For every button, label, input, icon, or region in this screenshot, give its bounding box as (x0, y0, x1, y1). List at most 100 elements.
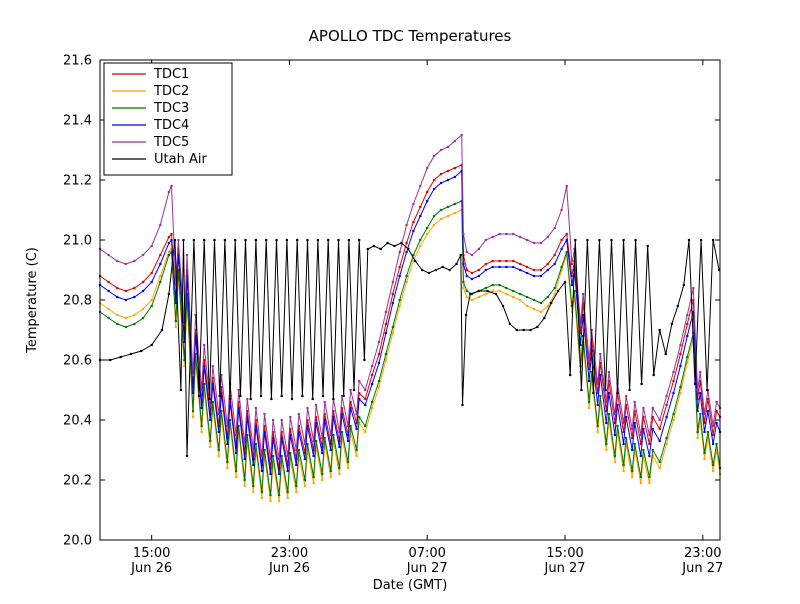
series-marker-tdc4 (133, 295, 136, 299)
series-marker-tdc3 (679, 385, 682, 389)
series-marker-tdc2 (665, 442, 668, 446)
series-marker-tdc4 (260, 469, 263, 473)
series-marker-tdc2 (419, 244, 422, 248)
series-marker-tdc3 (706, 430, 709, 434)
series-marker-tdc4 (323, 418, 326, 422)
series-marker-tdc5 (665, 394, 668, 398)
series-marker-tdc1 (453, 166, 456, 170)
series-marker-tdc2 (200, 430, 203, 434)
series-marker-tdc4 (321, 451, 324, 455)
series-marker-utah-air (664, 352, 667, 356)
series-marker-tdc3 (185, 292, 189, 296)
series-marker-tdc3 (237, 424, 240, 428)
series-marker-tdc2 (498, 289, 501, 293)
series-marker-tdc2 (622, 469, 625, 473)
series-marker-utah-air (337, 238, 340, 242)
series-marker-tdc3 (203, 382, 206, 386)
series-marker-tdc4 (226, 442, 229, 446)
series-marker-tdc4 (217, 430, 220, 434)
series-marker-tdc5 (433, 154, 436, 158)
series-marker-tdc3 (340, 430, 344, 434)
series-marker-utah-air (109, 358, 112, 362)
series-marker-tdc4 (194, 334, 197, 338)
series-marker-tdc4 (315, 421, 318, 425)
series-marker-tdc5 (174, 283, 177, 287)
series-marker-tdc4 (692, 310, 695, 314)
series-marker-tdc3 (648, 475, 651, 479)
series-marker-tdc1 (116, 286, 119, 290)
series-marker-tdc4 (286, 469, 289, 473)
series-marker-tdc5 (226, 424, 229, 428)
series-marker-tdc1 (686, 322, 689, 326)
series-marker-tdc3 (491, 283, 494, 287)
series-marker-tdc5 (703, 412, 706, 416)
series-marker-tdc2 (505, 292, 508, 296)
series-marker-utah-air (486, 289, 489, 293)
series-marker-tdc4 (651, 427, 654, 431)
series-marker-utah-air (179, 388, 182, 392)
series-marker-tdc3 (272, 454, 275, 458)
series-marker-tdc5 (570, 262, 573, 266)
series-marker-tdc5 (315, 403, 318, 407)
series-marker-utah-air (239, 394, 242, 398)
series-marker-tdc1 (625, 403, 628, 407)
series-marker-tdc1 (505, 259, 508, 263)
series-marker-tdc3 (312, 475, 315, 479)
series-marker-tdc3 (252, 484, 255, 488)
series-marker-utah-air (342, 394, 345, 398)
series-marker-tdc5 (246, 397, 249, 401)
series-marker-utah-air (414, 259, 417, 263)
series-marker-tdc2 (631, 475, 634, 479)
series-marker-tdc4 (453, 175, 456, 179)
series-marker-tdc4 (174, 301, 177, 305)
series-marker-tdc5 (588, 358, 591, 362)
series-marker-tdc5 (715, 400, 718, 404)
series-marker-tdc3 (200, 424, 203, 428)
series-marker-tdc4 (269, 472, 272, 476)
series-marker-utah-air (321, 394, 325, 398)
series-marker-tdc4 (639, 454, 642, 458)
series-marker-tdc4 (203, 364, 206, 368)
series-marker-utah-air (557, 289, 560, 293)
series-marker-tdc3 (605, 442, 608, 446)
series-marker-tdc4 (553, 262, 556, 266)
y-tick-label: 20.6 (63, 354, 92, 369)
series-marker-tdc2 (183, 364, 186, 368)
series-marker-tdc3 (124, 325, 127, 329)
series-marker-tdc3 (220, 409, 223, 413)
series-marker-tdc1 (579, 331, 582, 335)
series-marker-tdc3 (371, 400, 374, 404)
series-marker-utah-air (218, 394, 221, 398)
series-marker-tdc2 (278, 499, 281, 503)
series-marker-utah-air (213, 238, 216, 242)
series-marker-tdc5 (672, 370, 675, 374)
series-marker-tdc2 (174, 325, 177, 329)
series-marker-tdc3 (306, 442, 309, 446)
series-marker-utah-air (372, 244, 375, 248)
series-marker-utah-air (441, 265, 444, 269)
series-marker-tdc1 (332, 409, 335, 413)
series-marker-tdc4 (405, 250, 408, 254)
series-marker-tdc1 (560, 238, 563, 242)
series-marker-tdc1 (194, 328, 197, 332)
series-marker-tdc4 (295, 463, 298, 467)
series-marker-utah-air (508, 322, 511, 326)
series-marker-tdc5 (142, 253, 145, 257)
series-marker-tdc5 (412, 202, 415, 206)
series-marker-tdc2 (269, 499, 272, 503)
series-marker-tdc1 (526, 265, 529, 269)
series-marker-tdc4 (706, 409, 709, 413)
series-marker-tdc1 (426, 190, 429, 194)
series-marker-utah-air (646, 244, 649, 248)
series-marker-tdc4 (579, 343, 582, 347)
series-marker-tdc2 (616, 430, 619, 434)
series-marker-tdc4 (491, 265, 494, 269)
series-marker-tdc5 (280, 418, 283, 422)
series-marker-tdc5 (462, 232, 465, 236)
series-marker-tdc3 (116, 322, 119, 326)
series-marker-utah-air (658, 328, 661, 332)
series-marker-tdc4 (439, 181, 443, 185)
series-marker-tdc5 (167, 190, 170, 194)
series-marker-utah-air (598, 238, 601, 242)
series-marker-tdc1 (672, 379, 675, 383)
